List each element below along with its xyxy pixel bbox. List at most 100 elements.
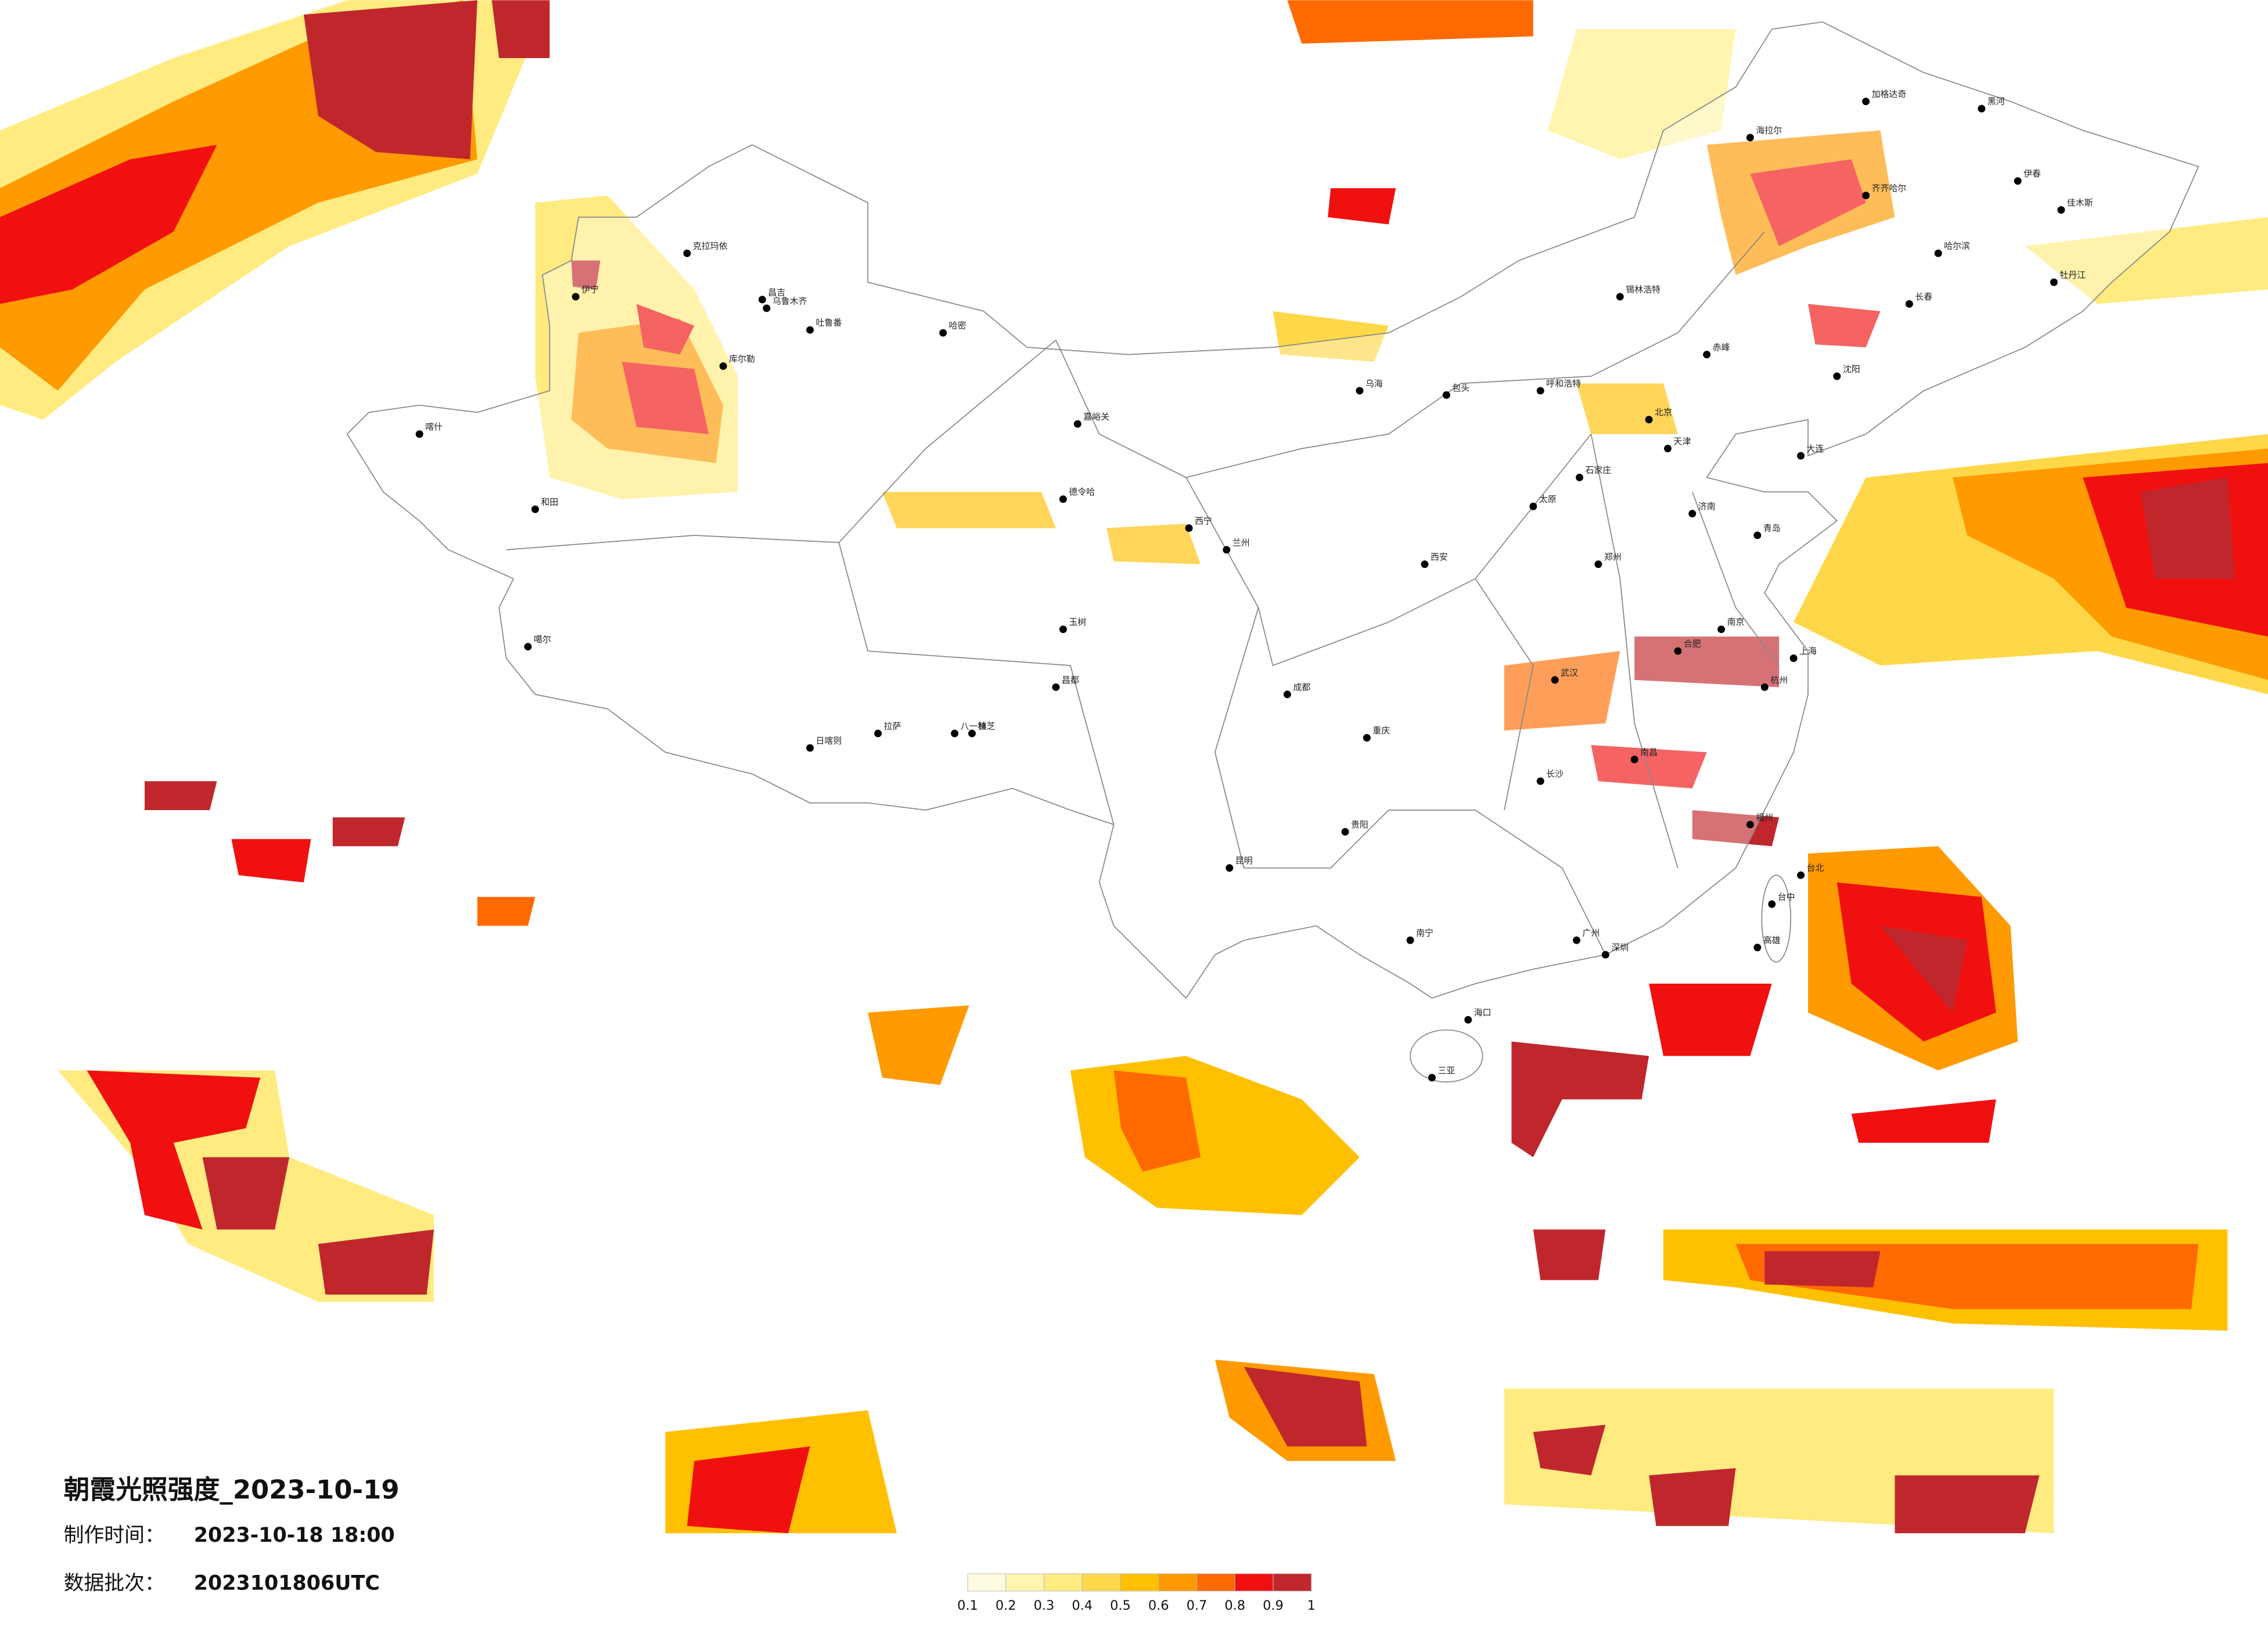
city-dot xyxy=(1862,98,1870,106)
city-label: 海口 xyxy=(1474,1008,1491,1018)
city-dot xyxy=(1529,502,1537,510)
heat-area xyxy=(1692,810,1780,847)
heat-area xyxy=(1533,1424,1606,1476)
heat-area xyxy=(1273,311,1389,362)
city-dot xyxy=(531,505,539,513)
city-label: 日喀则 xyxy=(816,735,842,746)
city-dot xyxy=(1797,871,1805,879)
city-label: 加格达奇 xyxy=(1872,89,1907,99)
city-label: 玉树 xyxy=(1069,617,1086,627)
city-label: 克拉玛依 xyxy=(693,241,728,251)
city-dot xyxy=(1059,495,1067,503)
city-label: 和田 xyxy=(541,497,558,508)
city-dot xyxy=(1185,524,1193,532)
heat-area xyxy=(1634,636,1780,688)
heat-area xyxy=(1649,983,1772,1056)
city-dot xyxy=(1551,676,1559,684)
city-dot xyxy=(1753,531,1762,539)
city-label: 南昌 xyxy=(1640,747,1658,757)
heat-area xyxy=(636,304,695,355)
legend-swatch xyxy=(1234,1573,1274,1592)
city-label: 呼和浩特 xyxy=(1546,378,1581,388)
city-label: 吐鲁番 xyxy=(816,318,842,328)
heat-area xyxy=(1328,188,1396,225)
city-dot xyxy=(1073,420,1081,428)
heat-area xyxy=(87,1070,261,1230)
city-dot xyxy=(1421,560,1429,569)
city-dot xyxy=(1833,372,1841,380)
city-dot xyxy=(1703,351,1711,359)
heat-area xyxy=(1895,1475,2040,1534)
city-dot xyxy=(2057,206,2065,214)
city-label: 嘉峪关 xyxy=(1083,412,1109,422)
city-label: 大连 xyxy=(1807,443,1824,454)
city-dot xyxy=(1663,444,1672,452)
legend-tick-label: 1 xyxy=(1307,1598,1315,1613)
info-label: 数据批次： xyxy=(64,1571,165,1595)
city-dot xyxy=(951,729,959,738)
city-label: 郑州 xyxy=(1604,552,1622,562)
city-dot xyxy=(1978,105,1986,113)
city-label: 八一镇 xyxy=(961,721,987,732)
city-dot xyxy=(939,329,947,337)
city-label: 兰州 xyxy=(1232,537,1250,548)
city-label: 海拉尔 xyxy=(1756,125,1782,135)
city-label: 锡林浩特 xyxy=(1626,284,1660,294)
city-label: 成都 xyxy=(1293,682,1310,692)
legend-tick-label: 0.9 xyxy=(1263,1598,1284,1613)
info-label: 制作时间： xyxy=(64,1524,165,1547)
city-dot xyxy=(1768,900,1776,908)
heat-area xyxy=(303,0,477,160)
city-dot xyxy=(1442,391,1450,399)
city-dot xyxy=(1862,192,1870,200)
city-label: 伊宁 xyxy=(581,284,599,294)
island-border xyxy=(1410,1029,1483,1083)
heat-area xyxy=(1880,926,1967,1013)
province-border xyxy=(1214,607,1606,955)
heat-area xyxy=(1547,29,1736,160)
city-label: 乌海 xyxy=(1365,378,1383,388)
city-dot xyxy=(1601,951,1609,959)
heat-area xyxy=(332,817,405,847)
city-label: 沈阳 xyxy=(1843,364,1860,374)
city-dot xyxy=(1052,683,1060,691)
city-dot xyxy=(763,304,771,312)
heat-area xyxy=(145,781,217,811)
city-dot xyxy=(1905,300,1913,308)
city-dot xyxy=(1760,683,1769,691)
city-dot xyxy=(683,249,691,257)
heat-area xyxy=(202,1157,290,1230)
city-dot xyxy=(1753,944,1762,952)
legend-swatch xyxy=(967,1573,1007,1592)
city-dot xyxy=(719,362,727,370)
city-label: 哈密 xyxy=(949,321,966,331)
legend-swatch xyxy=(1273,1573,1312,1592)
legend-tick-label: 0.3 xyxy=(1034,1598,1055,1613)
city-dot xyxy=(1797,452,1805,460)
city-dot xyxy=(1464,1016,1472,1024)
city-dot xyxy=(1225,864,1234,872)
province-border xyxy=(1691,491,1780,666)
city-dot xyxy=(1594,560,1602,569)
city-label: 三亚 xyxy=(1437,1065,1455,1075)
city-label: 上海 xyxy=(1799,646,1817,656)
legend-swatch xyxy=(1005,1573,1045,1592)
map-title: 朝霞光照强度_2023-10-19 xyxy=(64,1474,400,1505)
city-label: 噶尔 xyxy=(534,634,551,645)
city-label: 长沙 xyxy=(1546,769,1563,779)
city-label: 广州 xyxy=(1583,928,1600,938)
heat-area xyxy=(686,1446,810,1534)
city-dot xyxy=(1616,293,1624,301)
heat-area xyxy=(1808,304,1881,348)
city-label: 昌吉 xyxy=(768,287,785,297)
heat-area xyxy=(1106,523,1201,564)
legend-swatch xyxy=(1044,1573,1083,1592)
heat-field xyxy=(0,0,2268,1534)
city-label: 台北 xyxy=(1807,863,1824,873)
city-label: 重庆 xyxy=(1372,725,1390,736)
city-dot xyxy=(1576,473,1584,481)
heat-area xyxy=(1504,651,1620,731)
city-dot xyxy=(2050,278,2058,286)
